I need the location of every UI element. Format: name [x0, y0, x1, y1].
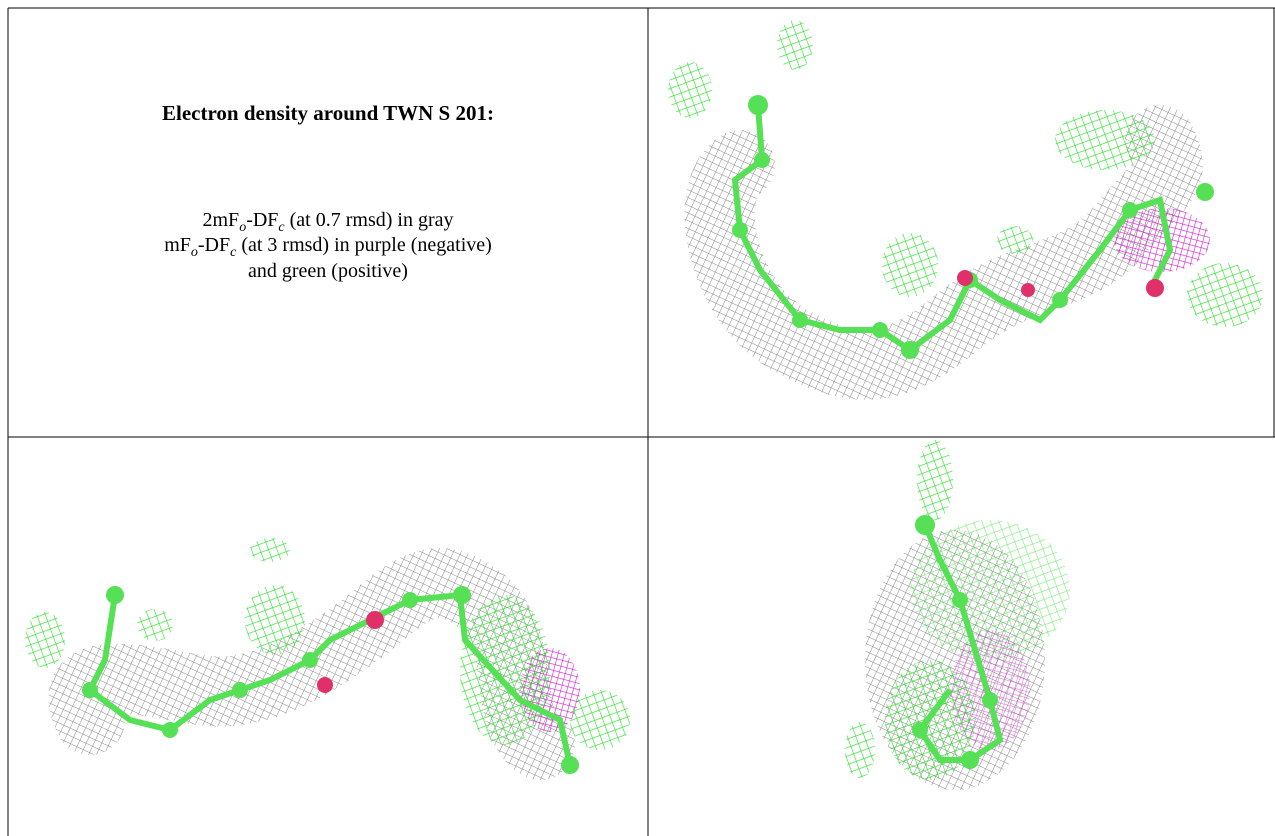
caption-title: Electron density around TWN S 201: [9, 101, 647, 126]
caption-sub: o [191, 245, 198, 260]
page: Electron density around TWN S 201: 2mFo-… [0, 0, 1275, 836]
density-view-1 [668, 20, 1263, 365]
caption-cell: Electron density around TWN S 201: 2mFo-… [9, 9, 647, 436]
caption-line: mFo-DFc (at 3 rmsd) in purple (negative) [9, 234, 647, 261]
caption-text: (at 3 rmsd) in purple (negative) [236, 234, 491, 256]
density-view-2 [25, 538, 630, 774]
caption-text: -DF [246, 209, 278, 231]
caption-text: 2mF [203, 209, 240, 231]
caption-text: and green (positive) [248, 260, 408, 282]
density-view-3 [845, 440, 1070, 790]
caption-text: -DF [198, 234, 230, 256]
caption-line: 2mFo-DFc (at 0.7 rmsd) in gray [9, 209, 647, 236]
caption-text: (at 0.7 rmsd) in gray [285, 209, 454, 231]
caption-text: mF [164, 234, 191, 256]
caption-line: and green (positive) [9, 260, 647, 283]
